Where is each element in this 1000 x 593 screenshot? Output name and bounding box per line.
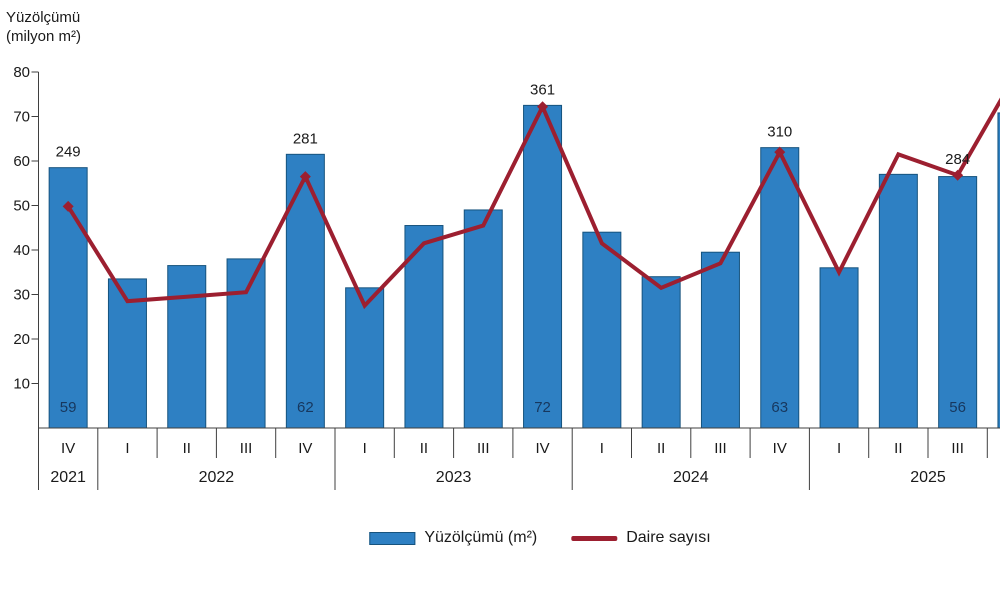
bar-inner-label-8: 72 (534, 399, 551, 416)
combo-chart: 59 62 72 63 56 249 281 361 310 284 10 20 30 40 50 60 70 8… (13, 64, 1000, 490)
line-marker-4 (299, 171, 311, 183)
legend: Yüzölçümü (m²) Daire sayısı (369, 529, 711, 547)
y-tick-label-20: 20 (13, 331, 30, 348)
quarter-label-15: III (951, 440, 964, 457)
line-point-label-15: 284 (945, 151, 970, 168)
quarter-label-11: III (714, 440, 727, 457)
year-label-2021: 2021 (50, 469, 86, 486)
line-point-label-12: 310 (767, 124, 792, 141)
year-label-2025: 2025 (910, 469, 946, 486)
y-axis-title: Yüzölçümü (milyon m²) (6, 8, 81, 46)
bar-13 (819, 267, 859, 429)
bar-9 (582, 231, 622, 429)
bar-clipped (997, 112, 1000, 429)
legend-item-area: Yüzölçümü (m²) (369, 529, 537, 547)
bar-11 (700, 251, 740, 429)
bar-inner-label-0: 59 (60, 399, 77, 416)
line-marker-12 (774, 146, 786, 158)
y-tick-label-70: 70 (13, 109, 30, 126)
line-marker-8 (537, 101, 549, 113)
bar-10 (641, 276, 681, 429)
y-tick-label-60: 60 (13, 153, 30, 170)
bar-4 (285, 153, 325, 429)
quarter-label-9: I (600, 440, 604, 457)
bar-series-label: Yüzölçümü (m²) (424, 529, 538, 546)
quarter-label-8: IV (535, 440, 549, 457)
bar-12 (760, 147, 800, 429)
bar-3 (226, 258, 266, 429)
line-marker-0 (62, 200, 74, 212)
quarter-label-4: IV (298, 440, 312, 457)
quarter-label-10: II (657, 440, 665, 457)
bar-8 (523, 104, 563, 429)
year-label-2022: 2022 (199, 469, 235, 486)
y-tick-label-80: 80 (13, 64, 30, 81)
quarter-label-7: III (477, 440, 490, 457)
y-tick-label-50: 50 (13, 198, 30, 215)
y-tick-label-40: 40 (13, 242, 30, 259)
line-series-label: Daire sayısı (626, 529, 711, 546)
quarter-label-0: IV (61, 440, 75, 457)
y-axis-title-line1: Yüzölçümü (6, 9, 81, 26)
line-marker-15 (952, 169, 964, 181)
bar-series-swatch (369, 531, 416, 545)
line-series-swatch (571, 535, 618, 541)
quarter-label-2: II (183, 440, 191, 457)
quarter-label-13: I (837, 440, 841, 457)
y-axis-title-line2: (milyon m²) (6, 28, 81, 45)
legend-item-dwellings: Daire sayısı (571, 529, 711, 547)
quarter-label-14: II (894, 440, 902, 457)
y-tick-label-10: 10 (13, 376, 30, 393)
line-point-label-0: 249 (56, 144, 81, 161)
bar-inner-label-15: 56 (949, 399, 966, 416)
line-point-label-4: 281 (293, 130, 318, 147)
quarter-label-1: I (125, 440, 129, 457)
quarter-label-6: II (420, 440, 428, 457)
y-tick-label-30: 30 (13, 287, 30, 304)
bar-inner-label-12: 63 (771, 399, 788, 416)
bar-2 (167, 265, 207, 429)
quarter-label-3: III (240, 440, 253, 457)
bar-7 (463, 209, 503, 429)
year-label-2024: 2024 (673, 469, 709, 486)
quarter-label-5: I (363, 440, 367, 457)
year-label-2023: 2023 (436, 469, 472, 486)
bar-15 (938, 176, 978, 429)
bar-5 (345, 287, 385, 429)
bar-inner-label-4: 62 (297, 399, 314, 416)
bar-14 (878, 173, 918, 429)
line-point-label-8: 361 (530, 81, 555, 98)
quarter-label-12: IV (773, 440, 787, 457)
